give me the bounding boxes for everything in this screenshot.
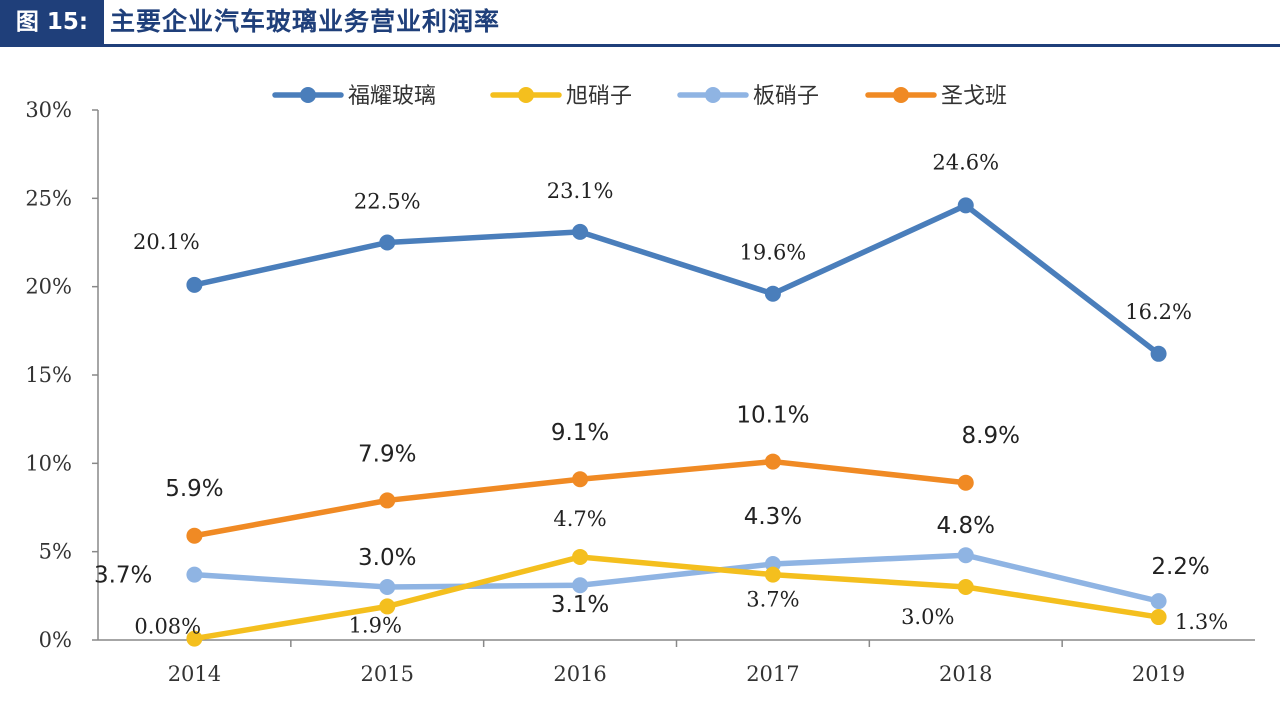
series-point [957, 579, 974, 595]
data-label: 5.9% [165, 476, 223, 502]
data-label: 3.0% [901, 605, 954, 629]
y-tick-label: 25% [25, 186, 72, 210]
legend-swatch-marker [300, 87, 316, 103]
x-tick-label: 2017 [746, 662, 799, 686]
data-label: 24.6% [932, 150, 999, 174]
series-point [1150, 593, 1167, 610]
chart-axes: 0% 5% 10% 15% 20% 25% 30% 2014 2015 2016 2017 2018 2… [25, 98, 1255, 686]
series-point [186, 630, 203, 647]
legend-label: 福耀玻璃 [348, 84, 436, 109]
series-line [191, 202, 1162, 357]
series-point [186, 527, 203, 544]
chart-data-labels: 20.1% 22.5% 23.1% 19.6% 24.6% 16.2% 0.08% 1.9% 4… [94, 150, 1228, 638]
series-point [764, 453, 781, 470]
series-3 [186, 453, 974, 544]
series-point [957, 197, 974, 214]
data-label: 9.1% [551, 420, 609, 446]
data-label: 4.3% [744, 504, 802, 530]
y-tick-label: 20% [25, 275, 72, 299]
legend-item: 板硝子 [677, 84, 819, 109]
series-point [572, 223, 589, 240]
series-point [957, 474, 974, 491]
series-1 [186, 548, 1167, 647]
data-label: 8.9% [962, 423, 1020, 449]
figure-title: 主要企业汽车玻璃业务营业利润率 [110, 7, 501, 36]
x-tick-label: 2015 [361, 662, 414, 686]
legend-label: 圣戈班 [941, 84, 1007, 109]
series-point [1150, 345, 1167, 362]
data-label: 3.7% [94, 563, 152, 589]
y-tick-label: 0% [39, 628, 72, 652]
data-label: 23.1% [547, 179, 614, 203]
legend-label: 旭硝子 [566, 84, 632, 109]
legend-label: 板硝子 [753, 84, 819, 109]
series-point [379, 579, 396, 595]
series-line [191, 554, 1162, 642]
series-line [191, 552, 1162, 604]
data-label: 1.9% [349, 613, 402, 637]
series-point [379, 492, 396, 509]
header-divider [0, 44, 1280, 47]
data-label: 20.1% [133, 230, 200, 254]
series-point [186, 276, 203, 293]
data-label: 16.2% [1125, 300, 1192, 324]
x-tick-label: 2014 [168, 662, 221, 686]
x-tick-label: 2016 [553, 662, 606, 686]
legend-swatch-marker [705, 87, 721, 103]
y-tick-label: 30% [25, 98, 72, 122]
series-point [572, 471, 589, 488]
series-point [379, 598, 396, 615]
data-label: 4.7% [553, 507, 606, 531]
legend-item: 圣戈班 [865, 84, 1007, 109]
legend-swatch-marker [893, 87, 909, 103]
data-label: 3.0% [358, 545, 416, 571]
series-point [572, 577, 589, 594]
legend-swatch-marker [518, 87, 534, 103]
y-tick-label: 5% [39, 540, 72, 564]
chart-legend: 福耀玻璃 旭硝子 板硝子 圣戈班 [272, 84, 1007, 109]
data-label: 19.6% [740, 241, 807, 265]
data-label: 4.8% [937, 513, 995, 539]
x-tick-label: 2018 [939, 662, 992, 686]
figure-number: 图 15: [0, 0, 104, 44]
legend-item: 福耀玻璃 [272, 84, 436, 109]
data-label: 22.5% [354, 190, 421, 214]
figure-header: 图 15: 主要企业汽车玻璃业务营业利润率 [0, 0, 1280, 47]
series-2 [186, 547, 1167, 610]
data-label: 7.9% [358, 441, 416, 467]
series-point [764, 285, 781, 302]
chart-series [186, 197, 1167, 647]
y-tick-label: 10% [25, 451, 72, 475]
legend-item: 旭硝子 [490, 84, 632, 109]
data-label: 3.7% [746, 588, 799, 612]
series-point [1150, 609, 1167, 626]
series-point [764, 566, 781, 583]
series-point [186, 566, 203, 583]
x-tick-label: 2019 [1132, 662, 1185, 686]
data-label: 0.08% [134, 615, 201, 639]
data-label: 10.1% [736, 403, 809, 429]
y-tick-label: 15% [25, 363, 72, 387]
series-point [957, 547, 974, 564]
data-label: 3.1% [551, 592, 609, 618]
data-label: 1.3% [1175, 610, 1228, 634]
data-label: 2.2% [1151, 554, 1209, 580]
series-point [379, 234, 396, 251]
series-point [572, 548, 589, 565]
series-0 [186, 197, 1167, 362]
